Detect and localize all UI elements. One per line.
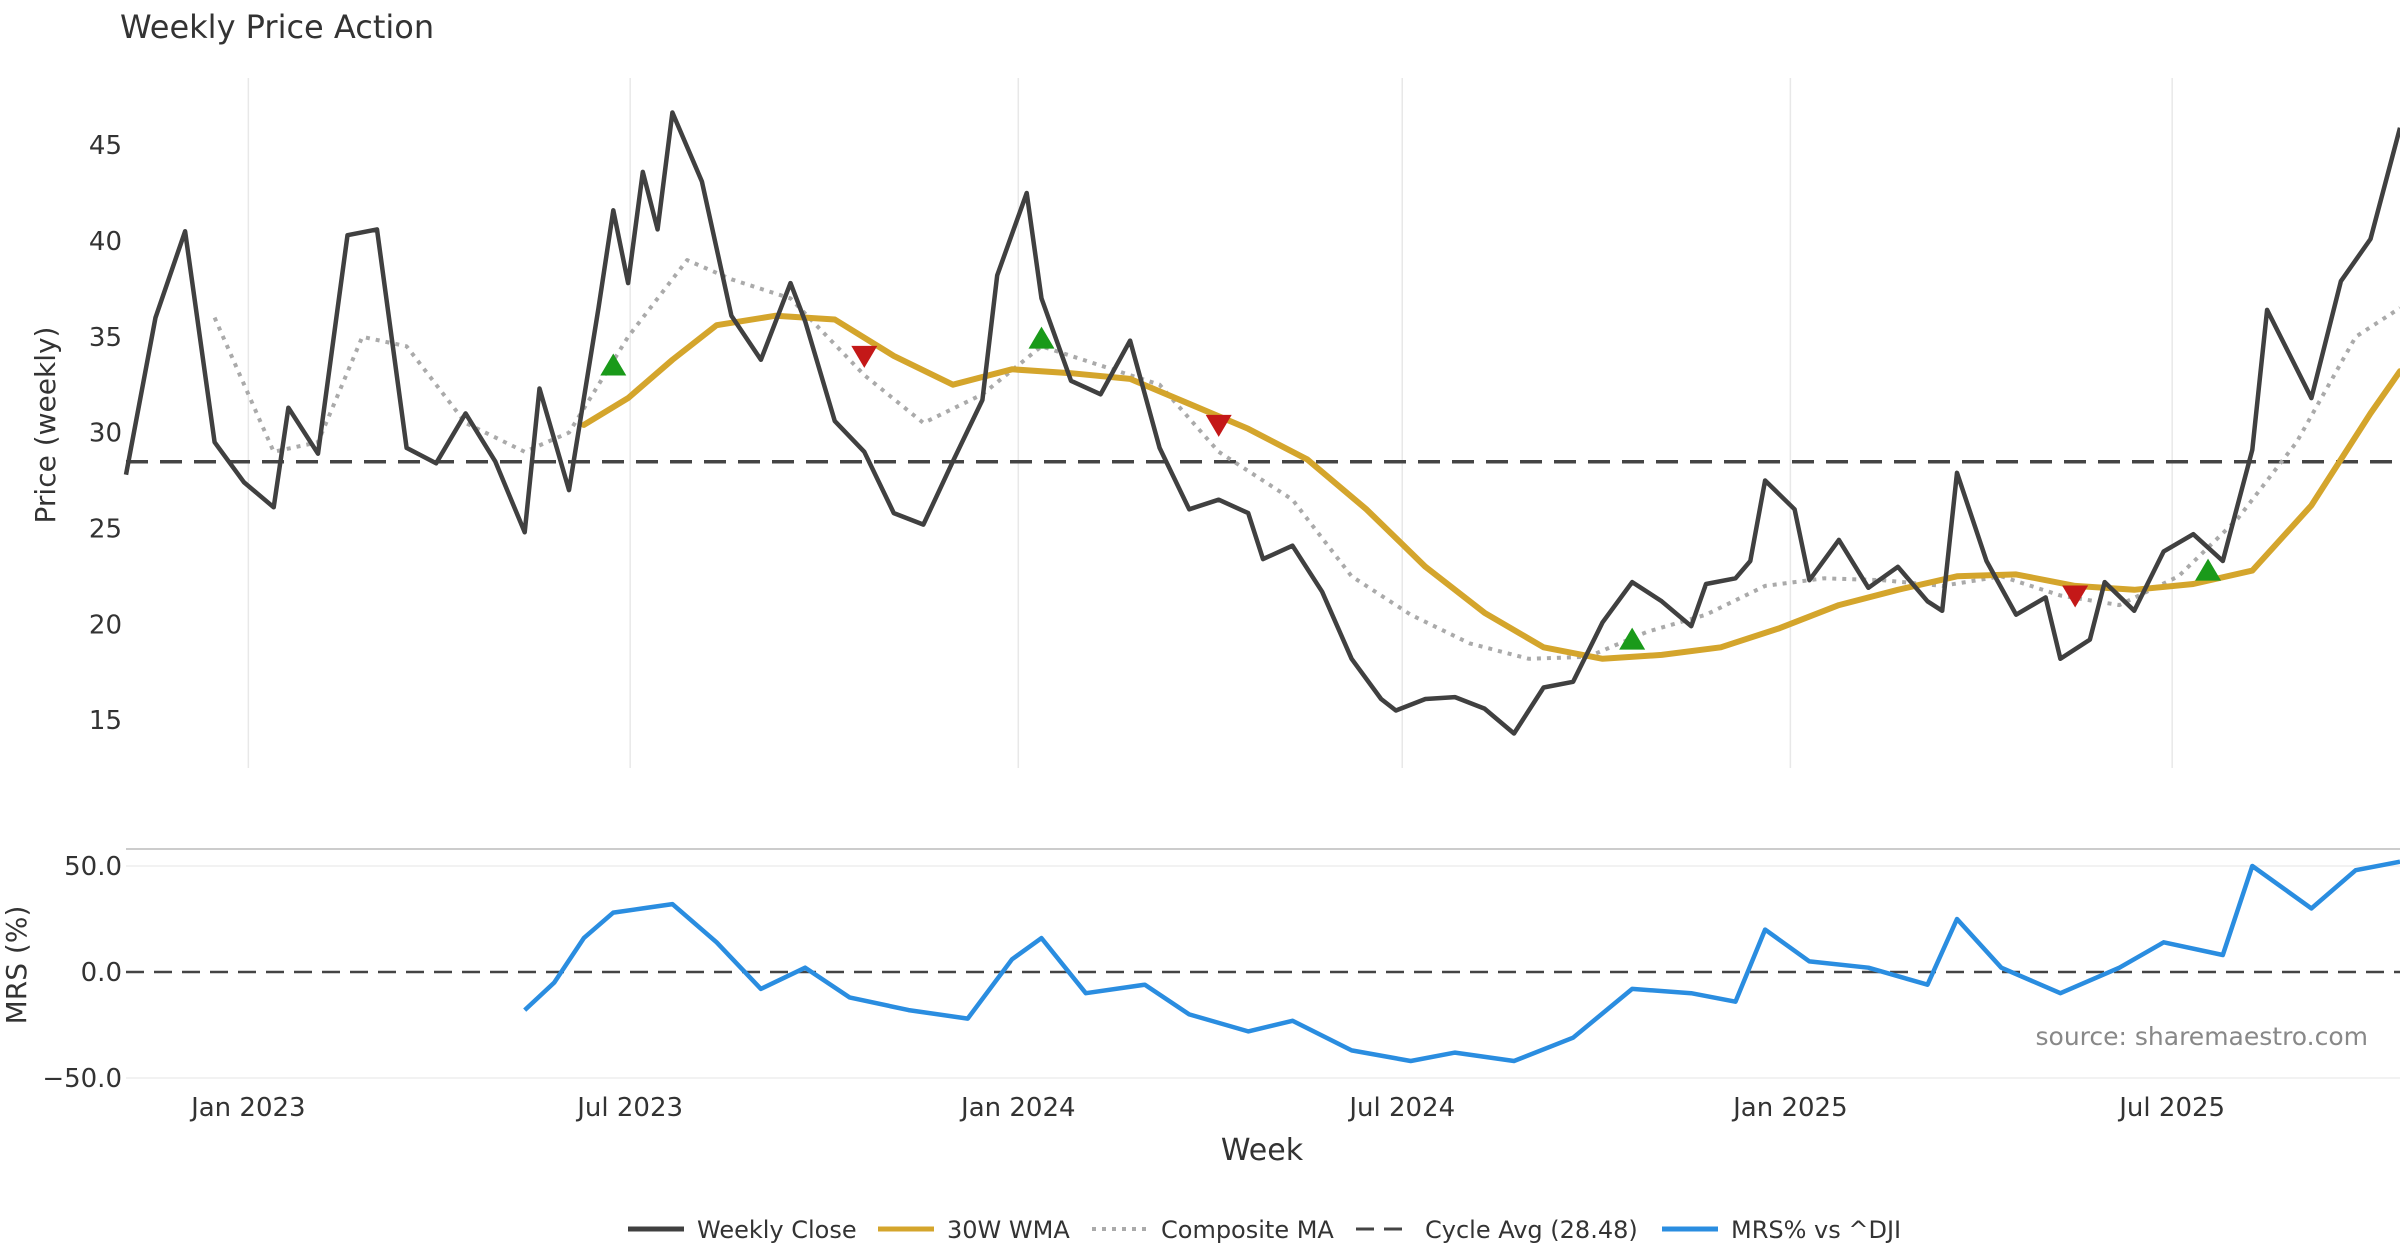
legend-label-cycle: Cycle Avg (28.48): [1425, 1216, 1638, 1244]
legend-label-wma: 30W WMA: [947, 1216, 1070, 1244]
mrs-panel: [126, 859, 2400, 1064]
legend-label-composite: Composite MA: [1161, 1216, 1334, 1244]
buy-signal-marker-3: [2195, 558, 2222, 581]
mrs-y-tick-label: 0.0: [81, 958, 122, 988]
legend-label-weekly-close: Weekly Close: [697, 1216, 857, 1244]
chart-title: Weekly Price Action: [120, 8, 434, 46]
source-text: source: sharemaestro.com: [2036, 1022, 2369, 1051]
series-line-weekly-close: [123, 110, 2400, 736]
price-y-tick-label: 15: [89, 706, 122, 736]
price-y-tick-label: 30: [89, 419, 122, 449]
grid-layer: [126, 78, 2400, 1079]
x-tick-label: Jan 2024: [959, 1093, 1076, 1123]
mrs-y-tick-label: −50.0: [42, 1064, 122, 1094]
legend: Weekly Close 30W WMA Composite MA Cycle …: [628, 1216, 1901, 1244]
mrs-y-axis-label: MRS (%): [0, 906, 33, 1025]
x-axis-label: Week: [1221, 1133, 1304, 1168]
x-tick-label: Jul 2025: [2117, 1093, 2225, 1123]
price-y-tick-label: 35: [89, 323, 122, 353]
buy-signal-marker-1: [1028, 326, 1055, 349]
sell-signal-marker-2: [2062, 585, 2089, 608]
price-y-tick-label: 45: [89, 131, 122, 161]
buy-signal-marker-0: [600, 353, 627, 376]
x-tick-label: Jan 2023: [189, 1093, 306, 1123]
series-line-mrs: [523, 859, 2400, 1064]
sell-signal-marker-0: [851, 345, 878, 368]
price-panel: [123, 110, 2400, 736]
price-y-tick-label: 25: [89, 514, 122, 544]
price-y-axis-label: Price (weekly): [29, 327, 62, 524]
price-y-tick-label: 40: [89, 227, 122, 257]
mrs-y-tick-label: 50.0: [64, 852, 122, 882]
sell-signal-marker-1: [1205, 414, 1232, 437]
x-tick-label: Jul 2023: [575, 1093, 683, 1123]
price-y-tick-label: 20: [89, 610, 122, 640]
x-tick-label: Jul 2024: [1347, 1093, 1455, 1123]
series-line-composite-ma: [212, 258, 2400, 661]
buy-signal-marker-2: [1619, 627, 1646, 650]
x-tick-label: Jan 2025: [1731, 1093, 1848, 1123]
axis-layer: 15 20 25 30 35 40 45 50.0 0.0 −50.0 Jan 2023 Jul 20…: [42, 131, 2225, 1123]
legend-label-mrs: MRS% vs ^DJI: [1731, 1216, 1901, 1244]
